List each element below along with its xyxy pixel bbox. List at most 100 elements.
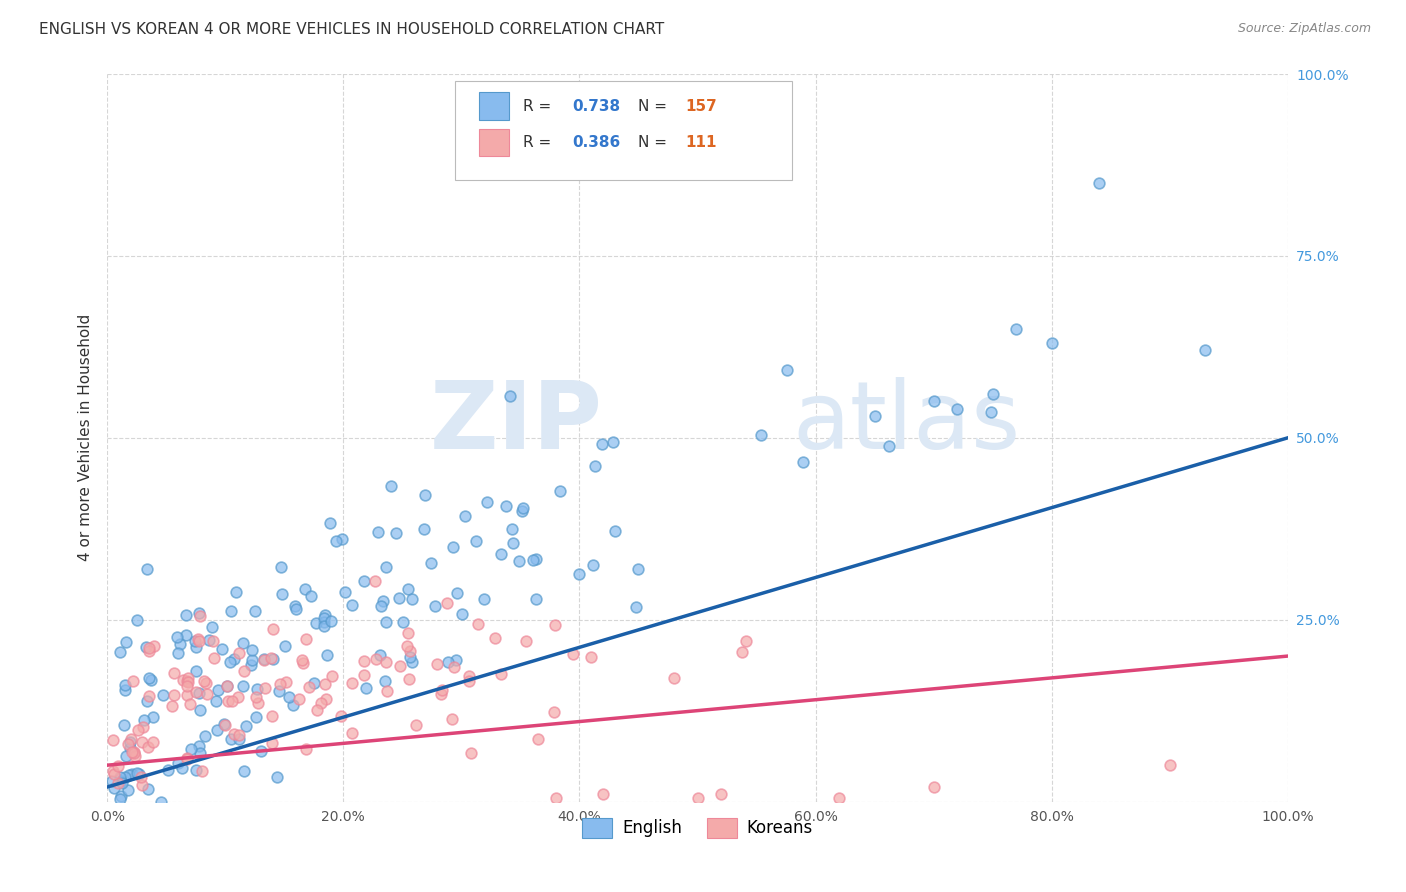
- Point: [188, 608, 211, 623]
- Point: [332, 532, 354, 546]
- Point: [135, 640, 157, 655]
- FancyBboxPatch shape: [479, 92, 509, 120]
- Point: [120, 735, 142, 749]
- Point: [291, 656, 314, 670]
- Point: [190, 703, 212, 717]
- Point: [121, 766, 143, 780]
- Point: [1194, 343, 1216, 358]
- Point: [325, 534, 347, 549]
- Point: [110, 789, 132, 803]
- FancyBboxPatch shape: [479, 128, 509, 156]
- Point: [512, 504, 534, 518]
- Point: [242, 653, 264, 667]
- Point: [374, 674, 396, 689]
- Point: [125, 613, 148, 627]
- Point: [398, 644, 420, 658]
- Point: [430, 687, 453, 701]
- Point: [138, 689, 160, 703]
- Point: [122, 746, 145, 760]
- Point: [562, 647, 585, 661]
- Point: [184, 633, 207, 648]
- Point: [232, 636, 254, 650]
- Point: [117, 782, 139, 797]
- Point: [219, 732, 242, 747]
- Point: [110, 773, 132, 788]
- Point: [544, 791, 567, 805]
- Legend: English, Koreans: English, Koreans: [575, 812, 820, 844]
- Point: [176, 674, 198, 689]
- Point: [187, 686, 209, 700]
- Text: R =: R =: [523, 135, 555, 150]
- Point: [228, 728, 250, 742]
- Point: [114, 748, 136, 763]
- Point: [284, 602, 307, 616]
- Point: [401, 592, 423, 607]
- Point: [138, 641, 160, 656]
- Point: [981, 387, 1004, 401]
- Point: [319, 615, 342, 629]
- Point: [399, 650, 422, 665]
- Point: [321, 668, 343, 682]
- Point: [922, 394, 945, 409]
- Point: [515, 633, 537, 648]
- Point: [544, 618, 567, 632]
- Point: [413, 522, 436, 536]
- Point: [176, 688, 198, 702]
- Point: [198, 633, 221, 648]
- Text: R =: R =: [523, 98, 555, 113]
- Point: [269, 684, 291, 698]
- Point: [512, 500, 534, 515]
- Point: [121, 731, 143, 746]
- Point: [388, 591, 411, 605]
- Point: [125, 766, 148, 780]
- Point: [262, 652, 284, 666]
- Point: [187, 633, 209, 648]
- Point: [186, 640, 208, 655]
- Point: [108, 770, 131, 784]
- Point: [863, 409, 886, 423]
- Point: [524, 591, 547, 606]
- Point: [136, 694, 159, 708]
- Point: [266, 770, 288, 784]
- Point: [167, 646, 190, 660]
- Point: [367, 524, 389, 539]
- Point: [583, 459, 606, 474]
- Point: [419, 556, 441, 570]
- Text: ZIP: ZIP: [430, 377, 603, 469]
- Point: [444, 653, 467, 667]
- Point: [139, 673, 162, 687]
- Point: [524, 552, 547, 566]
- Point: [150, 795, 173, 809]
- Point: [143, 639, 166, 653]
- Point: [370, 648, 392, 663]
- Point: [124, 748, 146, 763]
- Point: [245, 681, 267, 696]
- Point: [235, 719, 257, 733]
- Point: [731, 645, 754, 659]
- Point: [501, 522, 523, 536]
- Point: [207, 723, 229, 738]
- Point: [499, 389, 522, 403]
- Point: [195, 675, 218, 690]
- Point: [295, 632, 318, 647]
- Point: [217, 694, 239, 708]
- Point: [184, 664, 207, 678]
- Point: [194, 730, 217, 744]
- Point: [543, 705, 565, 719]
- Point: [163, 666, 186, 681]
- Point: [443, 660, 465, 674]
- Point: [489, 667, 512, 681]
- Point: [398, 673, 420, 687]
- Point: [122, 746, 145, 760]
- Point: [380, 478, 402, 492]
- Point: [250, 744, 273, 758]
- Point: [111, 776, 134, 790]
- Point: [686, 791, 709, 805]
- Point: [260, 736, 283, 750]
- Point: [340, 676, 363, 690]
- Point: [142, 735, 165, 749]
- Point: [458, 669, 481, 683]
- Point: [103, 780, 125, 795]
- Point: [375, 655, 398, 669]
- Point: [197, 687, 219, 701]
